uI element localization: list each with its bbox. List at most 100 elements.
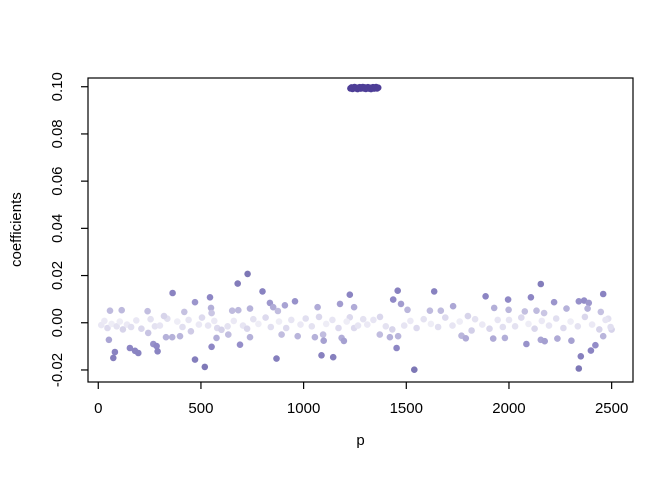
scatter-point bbox=[198, 314, 206, 321]
scatter-point bbox=[420, 315, 428, 323]
scatter-point bbox=[592, 341, 599, 349]
scatter-point bbox=[462, 335, 470, 342]
scatter-point bbox=[246, 305, 254, 312]
scatter-point bbox=[597, 308, 605, 316]
y-tick-label: 0.04 bbox=[49, 214, 66, 243]
scatter-point bbox=[119, 326, 127, 333]
scatter-point bbox=[311, 333, 319, 341]
scatter-point bbox=[575, 298, 583, 305]
scatter-point bbox=[243, 325, 251, 333]
scatter-point bbox=[133, 317, 140, 324]
scatter-point bbox=[246, 333, 254, 341]
scatter-point bbox=[185, 316, 192, 324]
scatter-point bbox=[346, 291, 354, 299]
scatter-point bbox=[294, 332, 302, 340]
scatter-point bbox=[118, 306, 125, 314]
scatter-point bbox=[236, 341, 244, 349]
x-tick-label: 1500 bbox=[390, 400, 423, 417]
scatter-point bbox=[577, 353, 585, 360]
scatter-point bbox=[224, 323, 231, 330]
scatter-point bbox=[174, 318, 181, 325]
scatter-point bbox=[297, 321, 304, 328]
scatter-point bbox=[599, 290, 607, 298]
scatter-point bbox=[430, 288, 438, 295]
scatter-point bbox=[282, 324, 290, 332]
scatter-point bbox=[195, 321, 203, 328]
scatter-point bbox=[169, 289, 176, 297]
scatter-point bbox=[389, 296, 397, 303]
scatter-point bbox=[588, 321, 596, 328]
plot-box bbox=[87, 77, 634, 383]
scatter-point bbox=[111, 348, 119, 356]
scatter-point bbox=[494, 316, 502, 324]
scatter-point bbox=[105, 336, 113, 344]
x-tick-label: 0 bbox=[94, 400, 102, 417]
scatter-point bbox=[108, 320, 115, 328]
scatter-point bbox=[563, 305, 570, 312]
scatter-point bbox=[126, 344, 134, 352]
scatter-point bbox=[404, 306, 411, 314]
scatter-point bbox=[382, 323, 390, 330]
scatter-point bbox=[204, 322, 212, 329]
scatter-point bbox=[374, 84, 382, 91]
scatter-point bbox=[340, 337, 348, 345]
scatter-point bbox=[135, 349, 142, 357]
scatter-point bbox=[540, 309, 548, 317]
scatter-point bbox=[471, 315, 479, 323]
scatter-point bbox=[442, 314, 449, 321]
scatter-point bbox=[218, 326, 225, 334]
scatter-point bbox=[596, 326, 603, 333]
scatter-point bbox=[568, 337, 575, 345]
scatter-point bbox=[211, 317, 218, 325]
y-tick-label: 0.08 bbox=[49, 119, 66, 148]
scatter-point bbox=[329, 316, 336, 324]
scatter-point bbox=[213, 334, 220, 342]
x-tick-label: 500 bbox=[188, 400, 213, 417]
scatter-point bbox=[144, 329, 152, 337]
scatter-point bbox=[320, 337, 328, 345]
y-tick-label: 0.10 bbox=[49, 72, 66, 101]
scatter-point bbox=[397, 300, 405, 308]
scatter-point bbox=[354, 322, 362, 329]
scatter-point bbox=[550, 298, 558, 306]
scatter-point bbox=[393, 344, 400, 352]
scatter-point bbox=[110, 354, 117, 362]
scatter-point bbox=[574, 323, 582, 330]
scatter-point bbox=[427, 320, 435, 328]
scatter-point bbox=[153, 342, 160, 350]
scatter-point bbox=[230, 317, 238, 325]
scatter-point bbox=[191, 298, 199, 306]
scatter-point bbox=[521, 308, 529, 315]
scatter-point bbox=[426, 307, 434, 315]
scatter-point bbox=[291, 298, 299, 305]
scatter-point bbox=[244, 270, 251, 278]
scatter-point bbox=[138, 325, 145, 333]
scatter-point bbox=[162, 333, 170, 341]
scatter-point bbox=[113, 323, 120, 330]
scatter-point bbox=[407, 317, 414, 325]
scatter-point bbox=[499, 323, 507, 331]
scatter-point bbox=[370, 316, 377, 324]
scatter-point bbox=[319, 331, 327, 338]
scatter-point bbox=[505, 306, 512, 314]
scatter-point bbox=[314, 303, 321, 311]
scatter-point bbox=[156, 322, 164, 329]
scatter-point bbox=[585, 299, 593, 307]
scatter-point bbox=[315, 313, 323, 321]
scatter-point bbox=[511, 323, 519, 330]
scatter-point bbox=[602, 316, 609, 324]
scatter-point bbox=[575, 365, 583, 372]
scatter-point bbox=[259, 288, 266, 295]
scatter-point bbox=[545, 322, 553, 329]
scatter-point bbox=[267, 323, 275, 331]
scatter-point bbox=[278, 331, 285, 338]
scatter-point bbox=[479, 321, 486, 328]
scatter-point bbox=[274, 307, 282, 315]
scatter-point bbox=[554, 335, 561, 342]
scatter-point bbox=[560, 324, 567, 332]
x-tick-label: 1000 bbox=[287, 400, 320, 417]
scatter-point bbox=[335, 324, 342, 332]
scatter-point bbox=[434, 323, 442, 331]
scatter-point bbox=[527, 294, 535, 301]
scatter-point bbox=[490, 304, 498, 312]
